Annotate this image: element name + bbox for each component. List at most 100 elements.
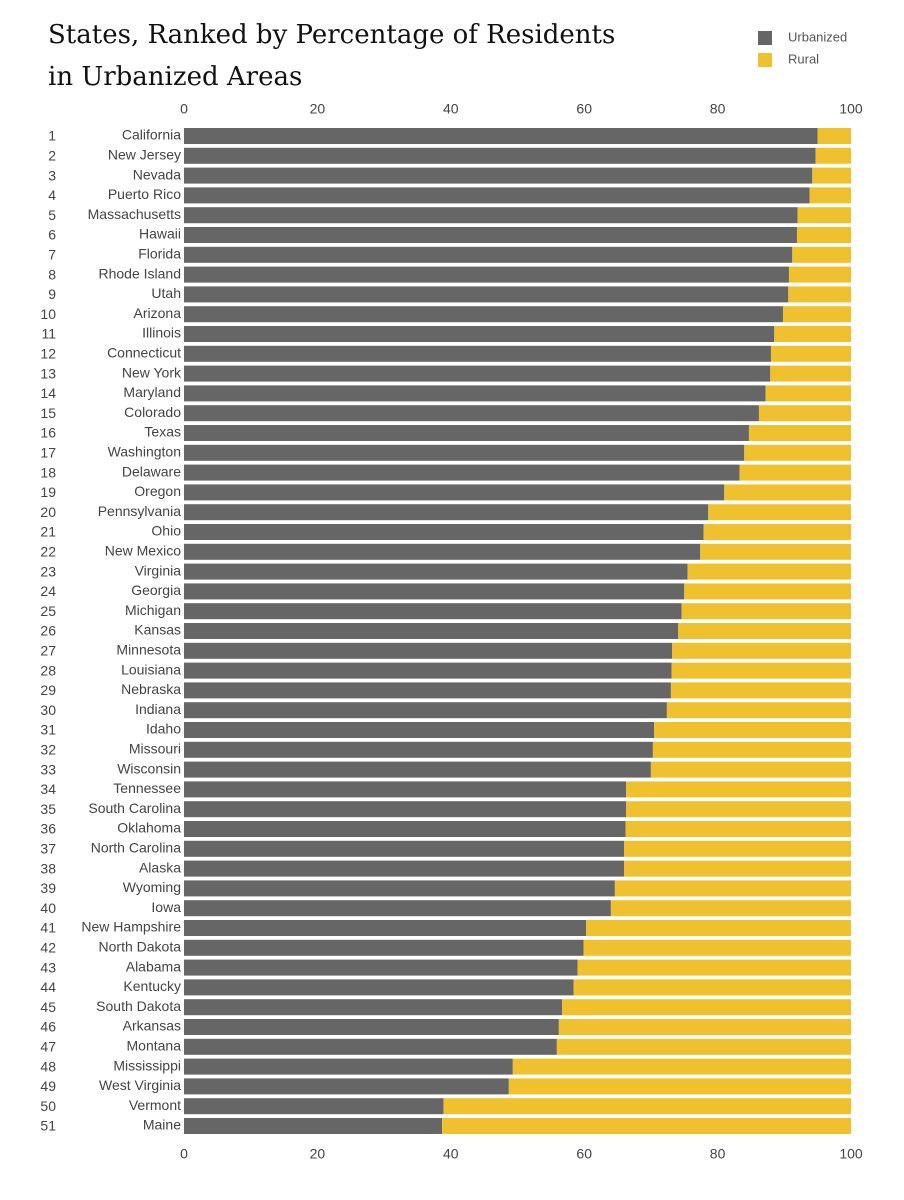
rank-label: 48 (40, 1058, 56, 1074)
bar-segment (184, 543, 701, 560)
bar-segment (184, 761, 651, 778)
x-tick-label-top: 20 (310, 101, 326, 117)
bar-segment (184, 1118, 443, 1134)
bar-segment (184, 1038, 557, 1055)
y-tick-label: Louisiana (121, 661, 181, 677)
bar-segment (626, 801, 851, 818)
y-tick-label: Maryland (123, 384, 181, 400)
bar-segment (184, 128, 818, 144)
rank-label: 3 (48, 167, 56, 183)
rank-label: 29 (40, 682, 56, 698)
bar-segment (184, 642, 673, 659)
y-tick-label: North Carolina (91, 840, 181, 856)
bar-segment (184, 405, 759, 422)
y-tick-label: Oklahoma (117, 820, 181, 836)
y-tick-label: Nevada (133, 166, 181, 182)
rank-label: 10 (40, 306, 56, 322)
y-tick-label: Vermont (129, 1097, 181, 1113)
y-tick-label: South Carolina (88, 800, 181, 816)
bar-segment (184, 682, 671, 699)
bar-segment (184, 385, 766, 402)
bar-segment (184, 741, 653, 758)
bar-segment (744, 444, 851, 461)
y-tick-label: Illinois (142, 325, 181, 341)
bar-segment (184, 603, 682, 620)
bar-segment (184, 781, 627, 798)
y-tick-label: Maine (143, 1117, 181, 1133)
bar-segment (666, 702, 851, 719)
y-tick-label: Delaware (122, 463, 181, 479)
rank-label: 5 (48, 207, 56, 223)
y-tick-label: Massachusetts (88, 206, 181, 222)
y-tick-label: New York (122, 364, 182, 380)
y-tick-label: Texas (144, 424, 181, 440)
y-tick-label: Rhode Island (98, 265, 181, 281)
rank-label: 28 (40, 662, 56, 678)
bar-segment (678, 623, 851, 639)
rank-label: 24 (40, 583, 56, 599)
bar-segment (184, 227, 797, 243)
bar-segment (681, 603, 851, 620)
rank-label: 6 (48, 227, 56, 243)
bar-segment (687, 563, 851, 580)
rank-label: 33 (40, 761, 56, 777)
rank-label: 39 (40, 880, 56, 896)
bar-segment (184, 167, 813, 184)
rank-label: 34 (40, 781, 56, 797)
bar-segment (184, 504, 709, 521)
bar-segment (512, 1058, 851, 1075)
y-tick-label: Kansas (134, 622, 181, 638)
y-tick-label: South Dakota (96, 998, 181, 1014)
bar-segment (586, 920, 851, 936)
bar-segment (788, 286, 851, 303)
bar-segment (796, 227, 851, 243)
bar-segment (652, 741, 851, 758)
bar-segment (708, 504, 851, 521)
bar-segment (508, 1078, 851, 1095)
bar-segment (739, 464, 851, 481)
bar-segment (184, 860, 625, 877)
bar-segment (184, 722, 655, 738)
bar-segment (184, 920, 587, 936)
rank-label: 23 (40, 563, 56, 579)
bar-segment (774, 326, 851, 342)
y-tick-label: Virginia (135, 562, 182, 578)
bar-segment (184, 840, 625, 857)
y-tick-label: Montana (127, 1038, 182, 1054)
bar-segment (184, 464, 740, 481)
bar-segment (184, 979, 574, 996)
bar-segment (577, 959, 851, 976)
bar-segment (184, 444, 745, 461)
rank-label: 31 (40, 722, 56, 738)
bar-segment (650, 761, 851, 778)
rank-label: 47 (40, 1039, 56, 1055)
y-tick-label: Utah (151, 285, 181, 301)
rank-label: 36 (40, 821, 56, 837)
rank-label: 49 (40, 1078, 56, 1094)
rank-label: 14 (40, 385, 56, 401)
y-tick-label: Arizona (134, 305, 182, 321)
x-tick-label-bottom: 40 (443, 1146, 459, 1162)
y-tick-label: New Hampshire (81, 919, 181, 935)
rank-label: 40 (40, 900, 56, 916)
bar-segment (625, 821, 851, 837)
rank-label: 37 (40, 841, 56, 857)
legend-label: Rural (788, 51, 819, 66)
bar-segment (184, 939, 584, 956)
y-tick-label: Connecticut (107, 345, 181, 361)
bar-segment (815, 147, 851, 164)
bar-segment (670, 682, 851, 699)
y-tick-label: Michigan (125, 602, 181, 618)
y-tick-label: New Mexico (105, 543, 181, 559)
y-tick-label: Arkansas (123, 1018, 181, 1034)
rank-label: 46 (40, 1019, 56, 1035)
y-tick-label: Pennsylvania (98, 503, 181, 519)
rank-label: 51 (40, 1118, 56, 1134)
y-tick-label: West Virginia (99, 1077, 181, 1093)
bar-segment (809, 187, 851, 204)
x-tick-label-top: 80 (710, 101, 726, 117)
bar-segment (684, 583, 851, 600)
rank-label: 2 (48, 148, 56, 164)
